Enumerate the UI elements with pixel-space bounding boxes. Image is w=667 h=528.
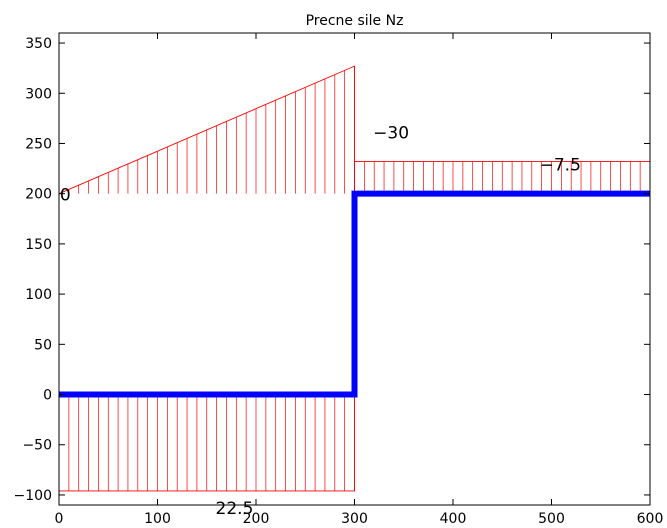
x-tick-label: 300 (341, 511, 368, 527)
x-tick-label: 200 (243, 511, 270, 527)
x-tick-label: 0 (55, 511, 64, 527)
value-label: 0 (60, 186, 71, 206)
y-tick-label: 150 (25, 237, 52, 253)
x-tick-label: 500 (538, 511, 565, 527)
annotations: 0 −30 −7.5 22.5 (60, 123, 581, 519)
frame-structure (59, 190, 650, 398)
y-tick-label: 0 (43, 388, 52, 404)
y-tick-label: 200 (25, 187, 52, 203)
y-tick-label: −50 (22, 438, 52, 454)
x-tick-label: 400 (440, 511, 467, 527)
value-label: −30 (373, 123, 409, 143)
value-label: −7.5 (540, 156, 581, 176)
x-tick-label: 600 (637, 511, 664, 527)
x-tick-label: 100 (144, 511, 171, 527)
y-tick-label: 350 (25, 36, 52, 52)
value-label: 22.5 (216, 499, 254, 519)
y-tick-label: 300 (25, 86, 52, 102)
axes: 0 100 200 300 400 500 600 −100 −50 0 50 100 150 200 25… (14, 32, 664, 527)
y-tick-label: 100 (25, 287, 52, 303)
frame-line (59, 190, 650, 398)
y-tick-label: 250 (25, 136, 52, 152)
force-diagram (58, 65, 651, 492)
chart-title: Precne sile Nz (306, 13, 404, 29)
y-tick-label: 50 (34, 337, 52, 353)
y-tick-label: −100 (14, 488, 52, 504)
